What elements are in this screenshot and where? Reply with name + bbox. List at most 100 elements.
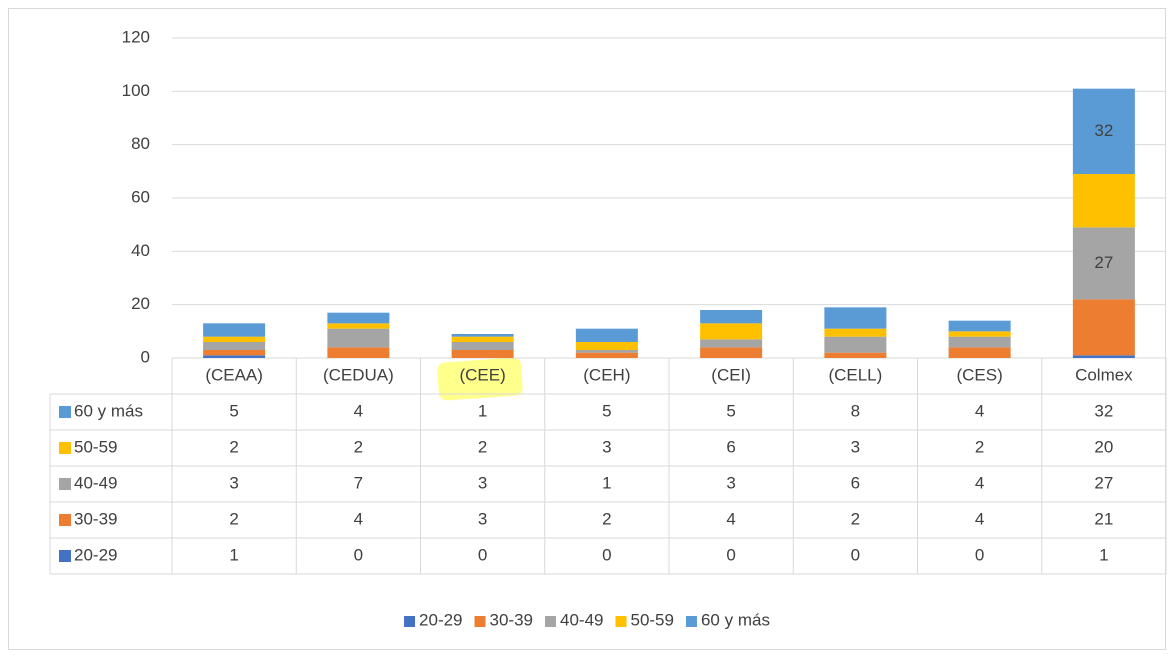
bar-segment (824, 336, 887, 353)
table-cell: 0 (354, 545, 363, 564)
y-tick-label: 40 (131, 241, 150, 260)
bar-segment (575, 328, 638, 342)
legend-swatch (474, 616, 486, 627)
bar-segment (700, 347, 763, 358)
table-cell: 32 (1094, 401, 1113, 420)
bar-segment (824, 328, 887, 337)
legend-label: 60 y más (701, 610, 770, 629)
bar-segment (948, 331, 1011, 337)
legend-swatch (615, 616, 627, 627)
legend-label: 40-49 (560, 610, 603, 629)
table-cell: 20 (1094, 437, 1113, 456)
bar-segment (1072, 88, 1135, 174)
table-row-label: 30-39 (74, 509, 117, 528)
x-tick-label: (CEH) (583, 365, 630, 384)
table-cell: 4 (354, 401, 363, 420)
bar-segment (451, 342, 514, 350)
legend-label: 30-39 (490, 610, 533, 629)
y-tick-label: 80 (131, 134, 150, 153)
legend-swatch (685, 616, 697, 627)
bar-segment (451, 334, 514, 337)
table-cell: 6 (851, 473, 860, 492)
bar-segment (1072, 227, 1135, 300)
legend-label: 50-59 (630, 610, 673, 629)
table-cell: 2 (229, 437, 238, 456)
table-cell: 8 (851, 401, 860, 420)
legend-swatch (404, 616, 416, 627)
table-cell: 21 (1094, 509, 1113, 528)
bar-segment (327, 323, 390, 329)
table-cell: 2 (851, 509, 860, 528)
bar-segment (203, 350, 266, 356)
bar-segment (700, 310, 763, 324)
bar-segment (948, 347, 1011, 358)
table-cell: 2 (354, 437, 363, 456)
table-cell: 4 (975, 401, 984, 420)
table-cell: 7 (354, 473, 363, 492)
data-label: 27 (1094, 253, 1113, 272)
table-cell: 1 (229, 545, 238, 564)
table-cell: 6 (726, 437, 735, 456)
bar-segment (948, 320, 1011, 332)
bar-segment (575, 350, 638, 353)
y-tick-label: 120 (122, 27, 150, 46)
bar-segment (203, 336, 266, 342)
table-cell: 2 (975, 437, 984, 456)
table-cell: 0 (602, 545, 611, 564)
y-tick-label: 0 (141, 347, 150, 366)
table-cell: 1 (602, 473, 611, 492)
table-cell: 0 (975, 545, 984, 564)
table-cell: 0 (478, 545, 487, 564)
table-cell: 5 (229, 401, 238, 420)
bar-segment (451, 336, 514, 342)
x-tick-label: (CEDUA) (323, 365, 394, 384)
table-cell: 3 (726, 473, 735, 492)
legend-swatch (59, 478, 71, 490)
bar-segment (203, 355, 266, 358)
table-cell: 1 (478, 401, 487, 420)
bar-segment (327, 312, 390, 324)
table-cell: 4 (975, 509, 984, 528)
table-cell: 4 (354, 509, 363, 528)
legend-label: 20-29 (419, 610, 462, 629)
table-cell: 5 (726, 401, 735, 420)
table-row-label: 40-49 (74, 473, 117, 492)
bar-segment (575, 342, 638, 350)
bar-segment (203, 342, 266, 350)
table-cell: 0 (726, 545, 735, 564)
bar-segment (203, 323, 266, 337)
y-tick-label: 20 (131, 294, 150, 313)
table-cell: 3 (602, 437, 611, 456)
bar-segment (948, 336, 1011, 348)
data-label: 32 (1094, 121, 1113, 140)
table-row-label: 60 y más (74, 401, 143, 420)
bar-segment (451, 350, 514, 358)
bar-segment (327, 328, 390, 348)
legend-swatch (59, 514, 71, 526)
legend-swatch (59, 550, 71, 562)
table-cell: 4 (726, 509, 735, 528)
x-tick-label: (CES) (956, 365, 1002, 384)
table-cell: 2 (478, 437, 487, 456)
legend-swatch (59, 442, 71, 454)
y-tick-label: 60 (131, 187, 150, 206)
bar-segment (575, 352, 638, 358)
highlight (437, 357, 523, 401)
table-row-label: 50-59 (74, 437, 117, 456)
table-cell: 3 (851, 437, 860, 456)
bar-segment (1072, 299, 1135, 356)
bar-segment (700, 323, 763, 340)
legend-swatch (59, 406, 71, 418)
bar-segment (824, 352, 887, 358)
x-tick-label: (CELL) (828, 365, 882, 384)
table-cell: 1 (1099, 545, 1108, 564)
x-tick-label: (CEAA) (205, 365, 263, 384)
table-cell: 0 (851, 545, 860, 564)
table-cell: 3 (229, 473, 238, 492)
table-cell: 4 (975, 473, 984, 492)
bar-segment (1072, 174, 1135, 228)
bar-segment (327, 347, 390, 358)
x-tick-label: (CEI) (711, 365, 751, 384)
bar-segment (824, 307, 887, 329)
